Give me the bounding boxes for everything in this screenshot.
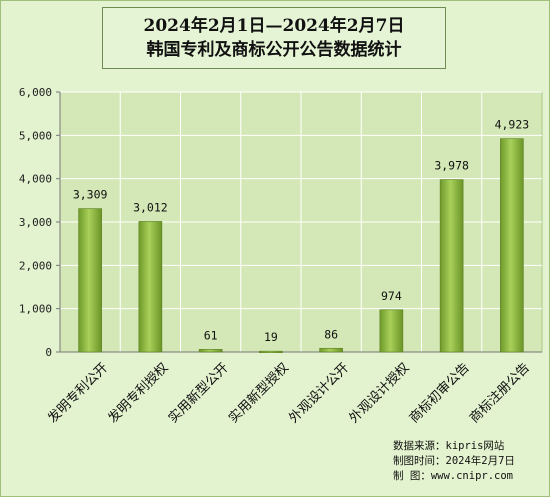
- bar: [500, 139, 523, 352]
- x-tick-label: 实用新型公开: [165, 360, 231, 426]
- bar: [79, 209, 102, 352]
- x-tick-label: 发明专利授权: [105, 360, 171, 426]
- y-tick-label: 3,000: [19, 216, 52, 229]
- x-tick-label: 实用新型授权: [225, 360, 291, 426]
- bar: [139, 221, 162, 352]
- x-tick-label: 外观设计授权: [346, 360, 412, 426]
- y-tick-label: 5,000: [19, 129, 52, 142]
- chart-title: 2024年2月1日—2024年2月7日 韩国专利及商标公开公告数据统计: [102, 7, 446, 69]
- x-tick-label: 商标初审公告: [407, 360, 473, 426]
- data-label: 61: [204, 328, 218, 342]
- source-line-author: 制 图：www.cnipr.com: [393, 469, 545, 484]
- x-tick-label: 商标注册公告: [467, 360, 533, 426]
- bar: [320, 348, 343, 352]
- data-label: 3,978: [434, 159, 469, 173]
- source-note: 数据来源：kipris网站 制图时间：2024年2月7日 制 图：www.cni…: [393, 439, 545, 484]
- data-label: 86: [324, 327, 338, 341]
- bar: [440, 180, 463, 352]
- y-tick-label: 4,000: [19, 173, 52, 186]
- data-label: 3,309: [73, 188, 108, 202]
- chart-title-line1: 2024年2月1日—2024年2月7日: [103, 14, 445, 38]
- chart-title-line2: 韩国专利及商标公开公告数据统计: [103, 38, 445, 62]
- source-line-chart-date: 制图时间：2024年2月7日: [393, 454, 545, 469]
- y-tick-label: 1,000: [19, 303, 52, 316]
- data-label: 4,923: [495, 118, 530, 132]
- bar: [380, 310, 403, 352]
- data-label: 3,012: [133, 200, 168, 214]
- source-line-data-source: 数据来源：kipris网站: [393, 439, 545, 454]
- y-tick-label: 0: [45, 346, 52, 359]
- x-tick-label: 外观设计公开: [286, 360, 352, 426]
- data-label: 974: [381, 289, 402, 303]
- x-tick-label: 发明专利公开: [45, 360, 111, 426]
- bar: [199, 349, 222, 352]
- y-tick-label: 6,000: [19, 86, 52, 99]
- y-tick-label: 2,000: [19, 259, 52, 272]
- bar: [259, 351, 282, 353]
- data-label: 19: [264, 330, 278, 344]
